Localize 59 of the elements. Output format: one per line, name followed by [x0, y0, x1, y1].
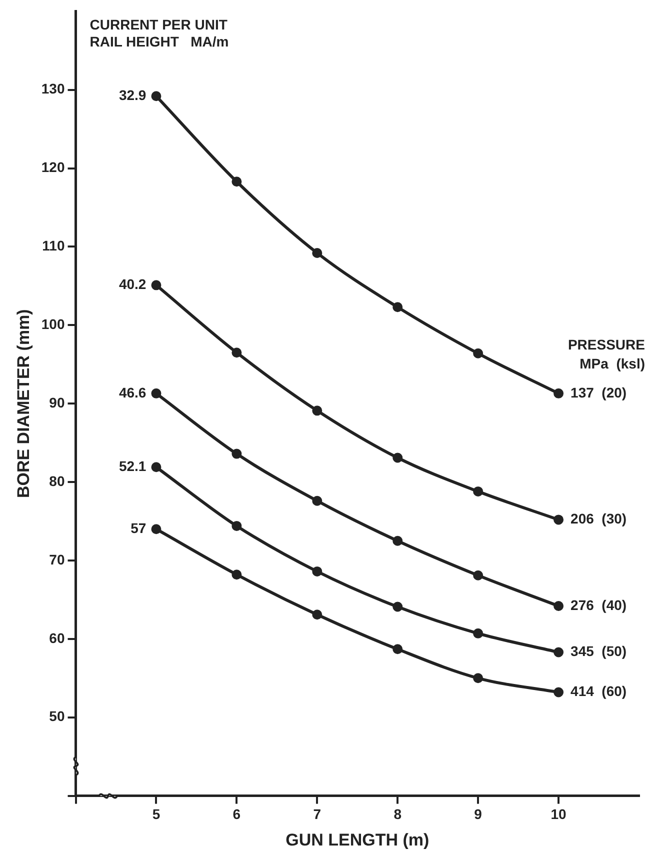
point	[473, 348, 484, 358]
point	[392, 602, 403, 612]
y-tick-label: 120	[41, 159, 65, 176]
point	[554, 647, 564, 658]
point	[312, 610, 322, 620]
x-tick-label: 10	[550, 806, 567, 822]
point	[232, 348, 242, 358]
point	[312, 248, 322, 258]
y-tick-label: 130	[41, 80, 65, 97]
x-axis-title: GUN LENGTH (m)	[286, 830, 430, 850]
point	[392, 452, 403, 463]
series-label: 345 (50)	[570, 643, 627, 660]
point	[473, 628, 484, 638]
x-tick-label: 7	[313, 806, 322, 822]
series-label: 206 (30)	[570, 510, 627, 527]
y-tick-label: 60	[49, 630, 65, 646]
point	[473, 673, 484, 684]
y-tick-label: 50	[49, 708, 65, 724]
annotation: 40.2	[118, 276, 146, 292]
point	[151, 388, 162, 398]
point	[554, 388, 564, 398]
point	[312, 566, 322, 576]
annotation: 57	[130, 520, 146, 536]
point	[232, 448, 242, 459]
point	[151, 280, 162, 290]
series-label: 414 (60)	[570, 683, 627, 700]
point	[232, 176, 242, 187]
point	[312, 496, 322, 506]
x-tick-label: 5	[152, 806, 160, 822]
annotation: 46.6	[118, 384, 146, 400]
point	[554, 687, 564, 698]
point	[554, 600, 564, 611]
x-tick-label: 9	[474, 806, 482, 822]
point	[473, 486, 484, 496]
point	[151, 91, 162, 102]
y-tick-label: 70	[49, 551, 65, 568]
point	[392, 536, 403, 546]
y-axis-title: BORE DIAMETER (mm)	[14, 309, 33, 498]
point	[232, 520, 242, 531]
point	[392, 302, 403, 312]
point	[392, 644, 403, 654]
series-label: 137 (20)	[570, 384, 627, 400]
x-tick-label: 6	[232, 806, 241, 822]
point	[151, 524, 162, 534]
annotation: 32.9	[118, 86, 146, 103]
point	[312, 406, 322, 416]
series-label: 276 (40)	[570, 596, 627, 613]
y-tick-label: 110	[42, 238, 65, 254]
y-tick-label: 80	[49, 472, 65, 489]
point	[151, 462, 162, 472]
annotation: CURRENT PER UNIT RAIL HEIGHT MA/m	[90, 16, 229, 50]
x-tick-label: 8	[394, 806, 402, 822]
point	[554, 514, 564, 525]
annotation: PRESSURE MPa (ksl)	[568, 336, 645, 372]
y-tick-label: 100	[41, 316, 65, 332]
annotation: 52.1	[118, 458, 146, 474]
point	[473, 570, 484, 580]
point	[232, 570, 242, 580]
y-tick-label: 90	[49, 394, 65, 410]
